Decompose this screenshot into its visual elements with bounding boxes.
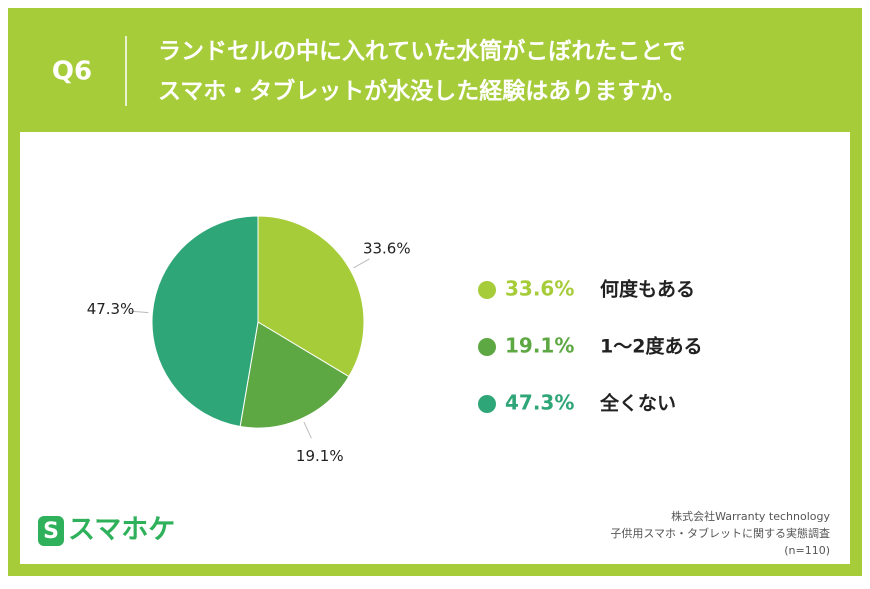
source-line: (n=110)	[784, 544, 830, 557]
logo-text: スマホケ	[68, 515, 175, 546]
title-line: スマホ・タブレットが水没した経験はありますか。	[158, 78, 686, 105]
legend-label: 全くない	[599, 392, 676, 415]
logo-icon-letter: S	[43, 519, 59, 544]
title-line: ランドセルの中に入れていた水筒がこぼれたことで	[158, 38, 686, 65]
pie-slice	[151, 215, 259, 428]
slice-label: 47.3%	[87, 300, 135, 318]
legend-value: 33.6%	[505, 277, 574, 301]
legend-value: 47.3%	[505, 391, 574, 415]
panel	[20, 132, 850, 564]
legend-swatch	[478, 281, 496, 299]
slice-label: 19.1%	[296, 447, 344, 465]
logo-icon	[38, 516, 64, 546]
pie-slice	[257, 215, 365, 378]
pie-slice	[239, 321, 350, 429]
legend-value: 19.1%	[505, 334, 574, 358]
logo: S スマホケ	[38, 515, 175, 546]
legend-label: 1〜2度ある	[600, 335, 702, 358]
legend-swatch	[478, 338, 496, 356]
source-line: 株式会社Warranty technology	[671, 509, 830, 523]
leader-line	[303, 421, 312, 439]
question-number: Q6	[52, 57, 92, 87]
legend-label: 何度もある	[600, 278, 695, 301]
source-line: 子供用スマホ・タブレットに関する実態調査	[610, 526, 830, 540]
legend-swatch	[478, 395, 496, 413]
leader-line	[130, 310, 149, 314]
leader-line	[353, 258, 370, 269]
slice-label: 33.6%	[363, 240, 411, 258]
